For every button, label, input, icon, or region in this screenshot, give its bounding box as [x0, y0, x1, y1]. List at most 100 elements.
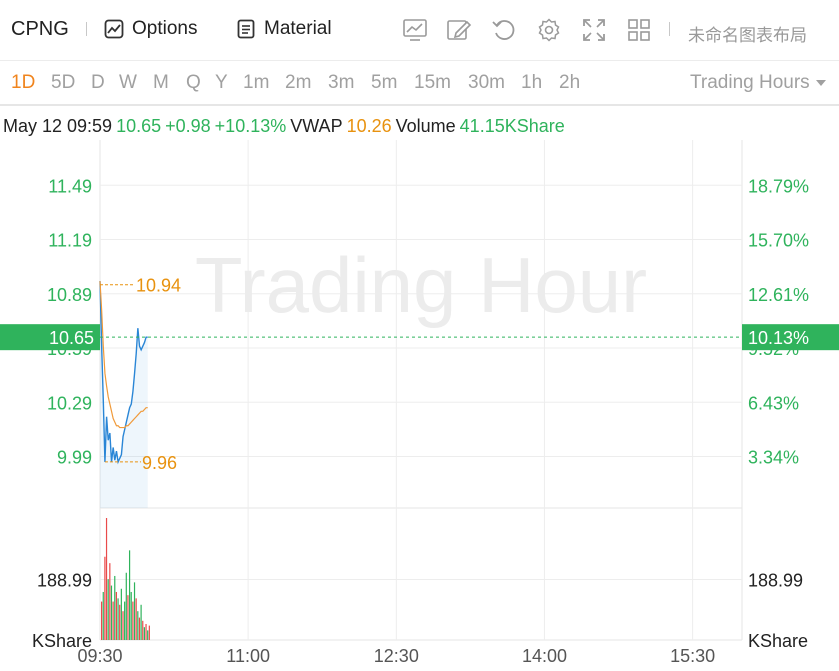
volume-bar	[105, 518, 108, 640]
period-tab-q[interactable]: Q	[186, 72, 201, 93]
chart-type-icon[interactable]	[402, 17, 428, 43]
y-tick-label-left: 10.89	[47, 285, 92, 305]
period-tab-1m[interactable]: 1m	[243, 72, 270, 93]
period-tab-5d[interactable]: 5D	[51, 72, 76, 93]
volume-bar	[127, 595, 129, 640]
volume-bar	[140, 604, 142, 640]
volume-bar	[107, 579, 109, 640]
period-tab-w[interactable]: W	[119, 72, 137, 93]
volume-bar	[145, 623, 147, 640]
volume-label: Volume	[395, 116, 456, 136]
volume-unit-label-left: KShare	[32, 631, 92, 651]
volume-bar	[142, 620, 144, 640]
x-tick-label: 15:30	[670, 646, 715, 666]
period-tab-3m[interactable]: 3m	[328, 72, 355, 93]
trading-hours-select[interactable]: Trading Hours	[690, 72, 827, 94]
volume-bar	[148, 625, 150, 640]
current-pct-tag	[742, 324, 839, 351]
period-tab-5m[interactable]: 5m	[371, 72, 398, 93]
current-pct-label: 10.13%	[748, 328, 809, 348]
document-icon	[237, 19, 255, 39]
volume-bar	[135, 598, 137, 640]
volume-bar	[138, 617, 141, 640]
quote-change: +0.98	[165, 116, 211, 136]
period-tab-1h[interactable]: 1h	[521, 72, 543, 93]
volume-bar	[137, 611, 139, 640]
options-button[interactable]: Options	[104, 18, 197, 40]
volume-unit-label-right: KShare	[748, 631, 808, 651]
caret-down-icon	[815, 80, 826, 86]
settings-icon[interactable]	[536, 17, 562, 43]
y-tick-label-left: 10.29	[47, 393, 92, 413]
period-bar: 1D 5D D W M Q Y 1m 2m 3m 5m 15m 30m 1h 2h Trading Hour…	[0, 62, 839, 106]
vwap-line	[99, 281, 148, 429]
quote-info-bar: May 12 09:59 10.65 +0.98 +10.13% VWAP 10.26 Vo…	[3, 116, 569, 137]
price-line	[99, 281, 148, 465]
period-tab-2h[interactable]: 2h	[559, 72, 581, 93]
y-tick-label-right: 18.79%	[748, 176, 809, 196]
current-price-label: 10.65	[49, 328, 94, 348]
period-tab-d[interactable]: D	[91, 72, 105, 93]
volume-bar	[104, 556, 106, 640]
volume-bar	[125, 572, 127, 640]
period-tab-1d[interactable]: 1D	[11, 72, 36, 93]
y-tick-label-right: 6.43%	[748, 393, 799, 413]
period-tab-m[interactable]: M	[153, 72, 169, 93]
vwap-value: 10.26	[346, 116, 392, 136]
price-area-fill	[100, 281, 148, 508]
period-tab-y[interactable]: Y	[215, 72, 228, 93]
volume-bar	[110, 585, 113, 640]
quote-price: 10.65	[116, 116, 162, 136]
volume-bar	[122, 611, 124, 640]
x-tick-label: 09:30	[77, 646, 122, 666]
vwap-label: VWAP	[290, 116, 343, 136]
toolbar-divider	[669, 22, 670, 36]
period-tab-15m[interactable]: 15m	[414, 72, 451, 93]
current-price-tag	[0, 324, 100, 351]
volume-bar	[102, 591, 104, 640]
period-tab-30m[interactable]: 30m	[468, 72, 505, 93]
volume-bar	[147, 630, 149, 640]
quote-change-pct: +10.13%	[214, 116, 287, 136]
volume-bar	[114, 575, 116, 640]
volume-bar	[132, 601, 134, 640]
volume-value: 41.15KShare	[459, 116, 565, 136]
volume-bar	[120, 588, 122, 640]
fullscreen-icon[interactable]	[581, 17, 607, 43]
low-price-label: 9.96	[142, 453, 177, 473]
y-tick-label-left: 11.49	[48, 176, 92, 196]
x-tick-label: 12:30	[374, 646, 419, 666]
y-tick-label-right: 12.61%	[748, 285, 809, 305]
layout-name[interactable]: 未命名图表布局	[688, 26, 807, 45]
draw-icon[interactable]	[446, 17, 472, 43]
trading-hours-label: Trading Hours	[690, 72, 810, 93]
layout-grid-icon[interactable]	[626, 17, 652, 43]
volume-bar	[119, 604, 121, 640]
y-tick-label-left: 11.19	[48, 231, 92, 251]
volume-bar	[124, 601, 126, 640]
y-tick-label-right: 3.34%	[748, 447, 799, 467]
y-tick-label-left: 9.99	[57, 447, 92, 467]
symbol-label[interactable]: CPNG	[11, 18, 69, 40]
volume-bar	[115, 591, 118, 640]
price-chart[interactable]: 11.4918.79%11.1915.70%10.8912.61%10.599.…	[0, 140, 839, 671]
top-toolbar: CPNG Options Material	[0, 0, 839, 61]
volume-bar	[112, 601, 114, 640]
volume-bar	[109, 563, 111, 640]
x-tick-label: 11:00	[226, 646, 270, 666]
x-tick-label: 14:00	[522, 646, 567, 666]
volume-bar	[133, 582, 136, 640]
quote-datetime: May 12 09:59	[3, 116, 113, 136]
volume-bar	[128, 550, 131, 640]
undo-icon[interactable]	[491, 17, 517, 43]
y-tick-label-right: 15.70%	[748, 231, 809, 251]
material-button[interactable]: Material	[236, 18, 332, 40]
watermark-text: Trading Hour	[195, 241, 647, 329]
volume-tick-label-left: 188.99	[37, 570, 92, 590]
material-label: Material	[264, 18, 332, 39]
toolbar-divider	[86, 22, 87, 36]
volume-bar	[117, 598, 119, 640]
period-tab-2m[interactable]: 2m	[285, 72, 312, 93]
volume-bar	[143, 627, 145, 640]
high-price-label: 10.94	[136, 276, 181, 296]
